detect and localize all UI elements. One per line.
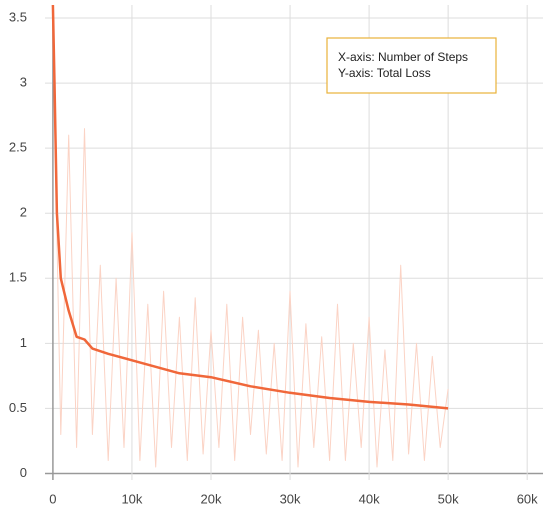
x-tick-label: 0 (49, 491, 56, 506)
annotation-box (326, 37, 497, 94)
y-tick-label: 1 (20, 335, 27, 350)
line (51, 4, 449, 410)
x-tick-label: 30k (280, 491, 301, 506)
y-tick-label: 1.5 (9, 270, 27, 285)
y-tick-label: 2 (20, 205, 27, 220)
y-tick-label: 0.5 (9, 400, 27, 415)
y-tick-label: 3 (20, 75, 27, 90)
y-tick-label: 3.5 (9, 9, 27, 24)
x-tick-label: 40k (359, 491, 380, 506)
annotation: X-axis: Number of Steps (338, 50, 468, 64)
y-tick-label: 2.5 (9, 140, 27, 155)
x-tick-label: 50k (438, 491, 459, 506)
x-tick-label: 60k (517, 491, 538, 506)
y-tick-label: 0 (20, 465, 27, 480)
line (52, 30, 449, 468)
x-tick-label: 20k (201, 491, 222, 506)
x-tick-label: 10k (121, 491, 142, 506)
annotation: Y-axis: Total Loss (338, 66, 431, 80)
